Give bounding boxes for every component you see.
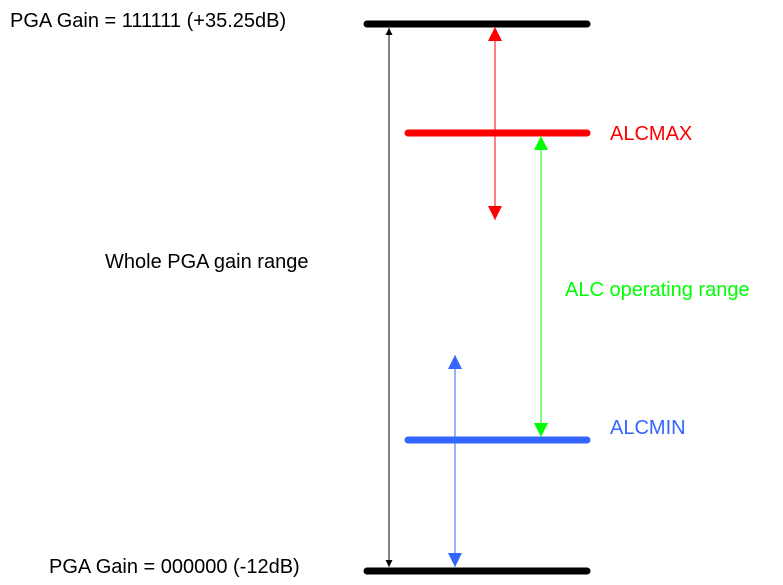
bottom-gain-label: PGA Gain = 000000 (-12dB) xyxy=(49,556,300,578)
top-gain-label: PGA Gain = 111111 (+35.25dB) xyxy=(10,10,287,32)
alc-operating-range-label: ALC operating range xyxy=(565,279,750,301)
alcmin-label: ALCMIN xyxy=(610,417,686,439)
whole-range-label: Whole PGA gain range xyxy=(105,251,309,273)
alcmax-label: ALCMAX xyxy=(610,123,693,145)
